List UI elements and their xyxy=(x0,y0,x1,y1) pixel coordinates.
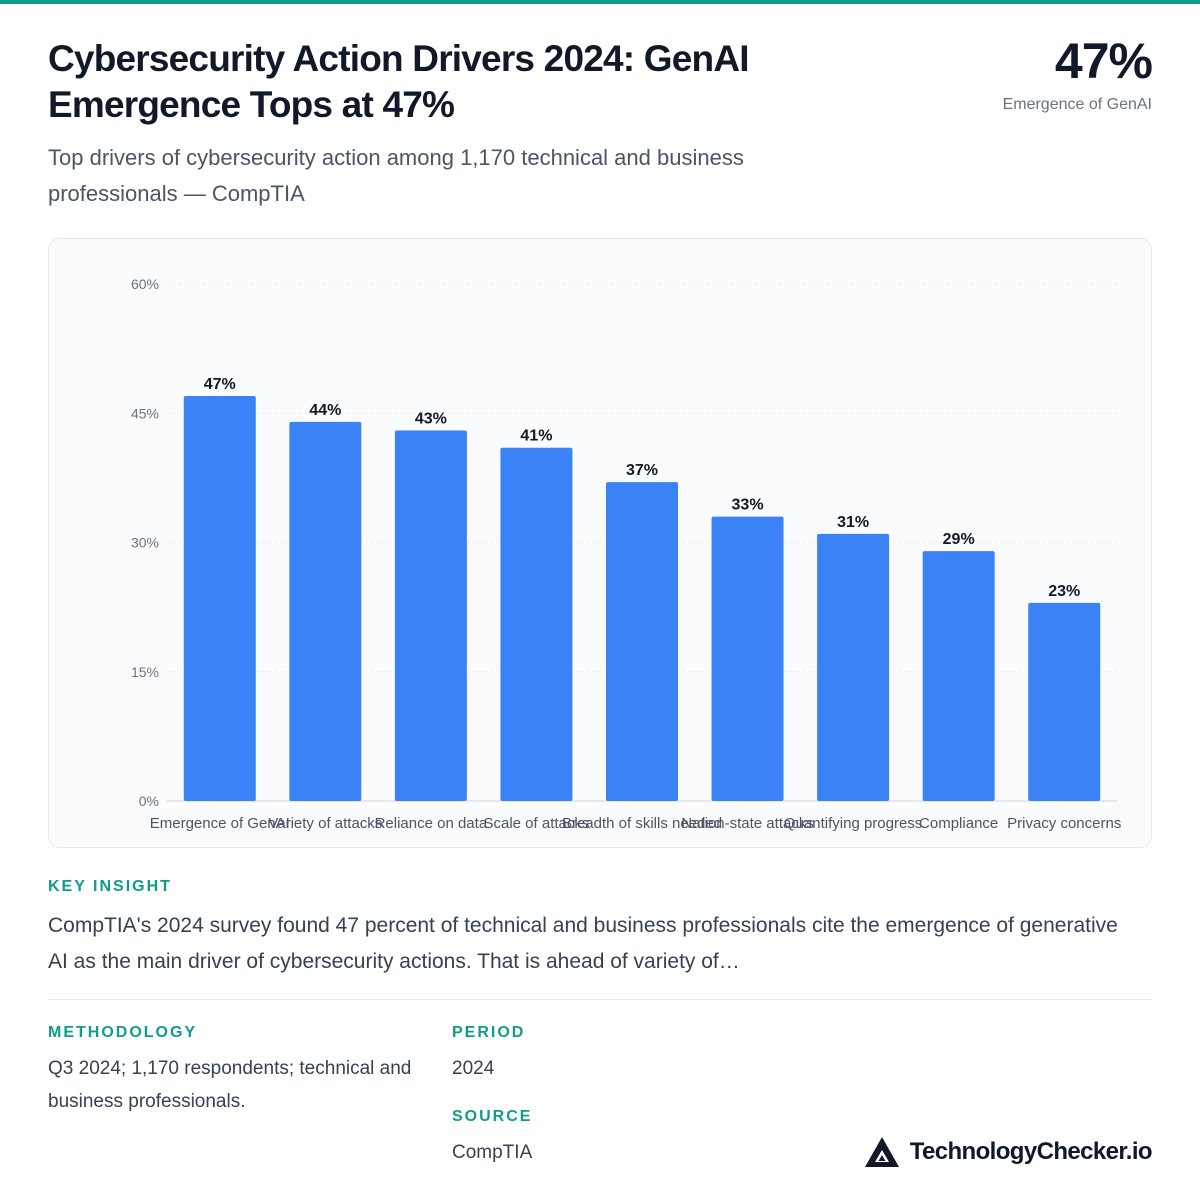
x-tick-label: Quantifying progress xyxy=(784,815,922,832)
bar xyxy=(711,516,784,801)
x-tick-label: Variety of attacks xyxy=(268,815,382,832)
period-text: 2024 xyxy=(452,1058,495,1079)
bar-value-label: 37% xyxy=(626,462,658,479)
period-label: PERIOD xyxy=(452,1024,526,1041)
page-title: Cybersecurity Action Drivers 2024: GenAI… xyxy=(48,38,750,125)
top-accent-bar xyxy=(0,0,1200,4)
bar-value-label: 23% xyxy=(1048,583,1080,600)
source-text: CompTIA xyxy=(452,1142,533,1163)
y-tick-label: 30% xyxy=(131,535,159,551)
y-tick-label: 15% xyxy=(131,664,159,680)
headline-label: Emergence of GenAI xyxy=(1002,96,1152,113)
triangle-logo-icon xyxy=(864,1137,899,1167)
bar xyxy=(606,482,678,801)
bar xyxy=(1028,602,1101,801)
insight-label: KEY INSIGHT xyxy=(48,878,172,895)
y-tick-label: 60% xyxy=(131,276,159,292)
bar-value-label: 41% xyxy=(520,428,552,445)
bar-value-label: 43% xyxy=(415,410,447,427)
headline-stat: 47% Emergence of GenAI xyxy=(1002,32,1153,114)
bar-value-label: 44% xyxy=(309,402,341,419)
x-tick-label: Privacy concerns xyxy=(1007,815,1121,832)
brand-name: TechnologyChecker.io xyxy=(909,1138,1153,1165)
chart-card: 0% 15% 30% 45% 60% 47% Emergence of GenAI 44% Va… xyxy=(48,238,1152,848)
insight-text: CompTIA's 2024 survey found 47 percent o… xyxy=(48,914,1118,973)
bar xyxy=(289,421,362,801)
x-tick-label: Nation-state attacks xyxy=(681,815,814,832)
x-tick-label: Scale of attacks xyxy=(483,815,589,832)
y-tick-label: 0% xyxy=(139,793,159,809)
bar xyxy=(183,396,256,801)
source-label: SOURCE xyxy=(452,1108,533,1125)
x-tick-label: Breadth of skills needed xyxy=(562,815,722,832)
bar xyxy=(922,551,995,801)
bar xyxy=(394,430,467,801)
x-tick-label: Reliance on data xyxy=(375,815,488,832)
methodology-label: METHODOLOGY xyxy=(48,1024,198,1041)
bar-value-label: 31% xyxy=(837,514,869,531)
bar-value-label: 47% xyxy=(204,376,236,393)
bar xyxy=(500,447,573,801)
divider xyxy=(48,999,1152,1000)
bar-chart: 0% 15% 30% 45% 60% 47% Emergence of GenAI 44% Va… xyxy=(131,276,1121,832)
bar-value-label: 29% xyxy=(943,531,975,548)
methodology-text: Q3 2024; 1,170 respondents; technical an… xyxy=(48,1058,412,1112)
bar xyxy=(817,533,890,801)
headline-value: 47% xyxy=(1054,33,1153,89)
bar-value-label: 33% xyxy=(732,497,764,514)
y-tick-label: 45% xyxy=(131,405,159,421)
subtitle: Top drivers of cybersecurity action amon… xyxy=(48,145,744,206)
brand: TechnologyChecker.io xyxy=(864,1136,1153,1168)
x-tick-label: Emergence of GenAI xyxy=(150,815,290,832)
x-tick-label: Compliance xyxy=(919,815,998,832)
